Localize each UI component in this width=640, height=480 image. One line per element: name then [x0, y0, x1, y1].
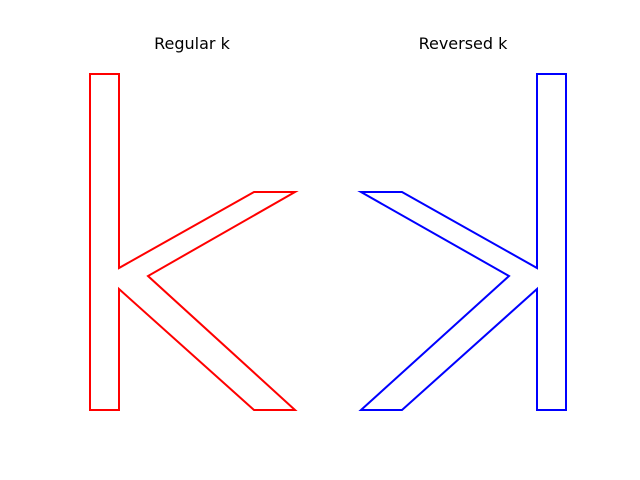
reversed-k-outline — [357, 73, 567, 411]
panel-title-regular: Regular k — [154, 34, 230, 53]
panel-regular-k: Regular k — [89, 34, 299, 411]
regular-k-outline — [89, 73, 299, 411]
panel-reversed-k: Reversed k — [357, 34, 567, 411]
panel-title-reversed: Reversed k — [419, 34, 509, 53]
